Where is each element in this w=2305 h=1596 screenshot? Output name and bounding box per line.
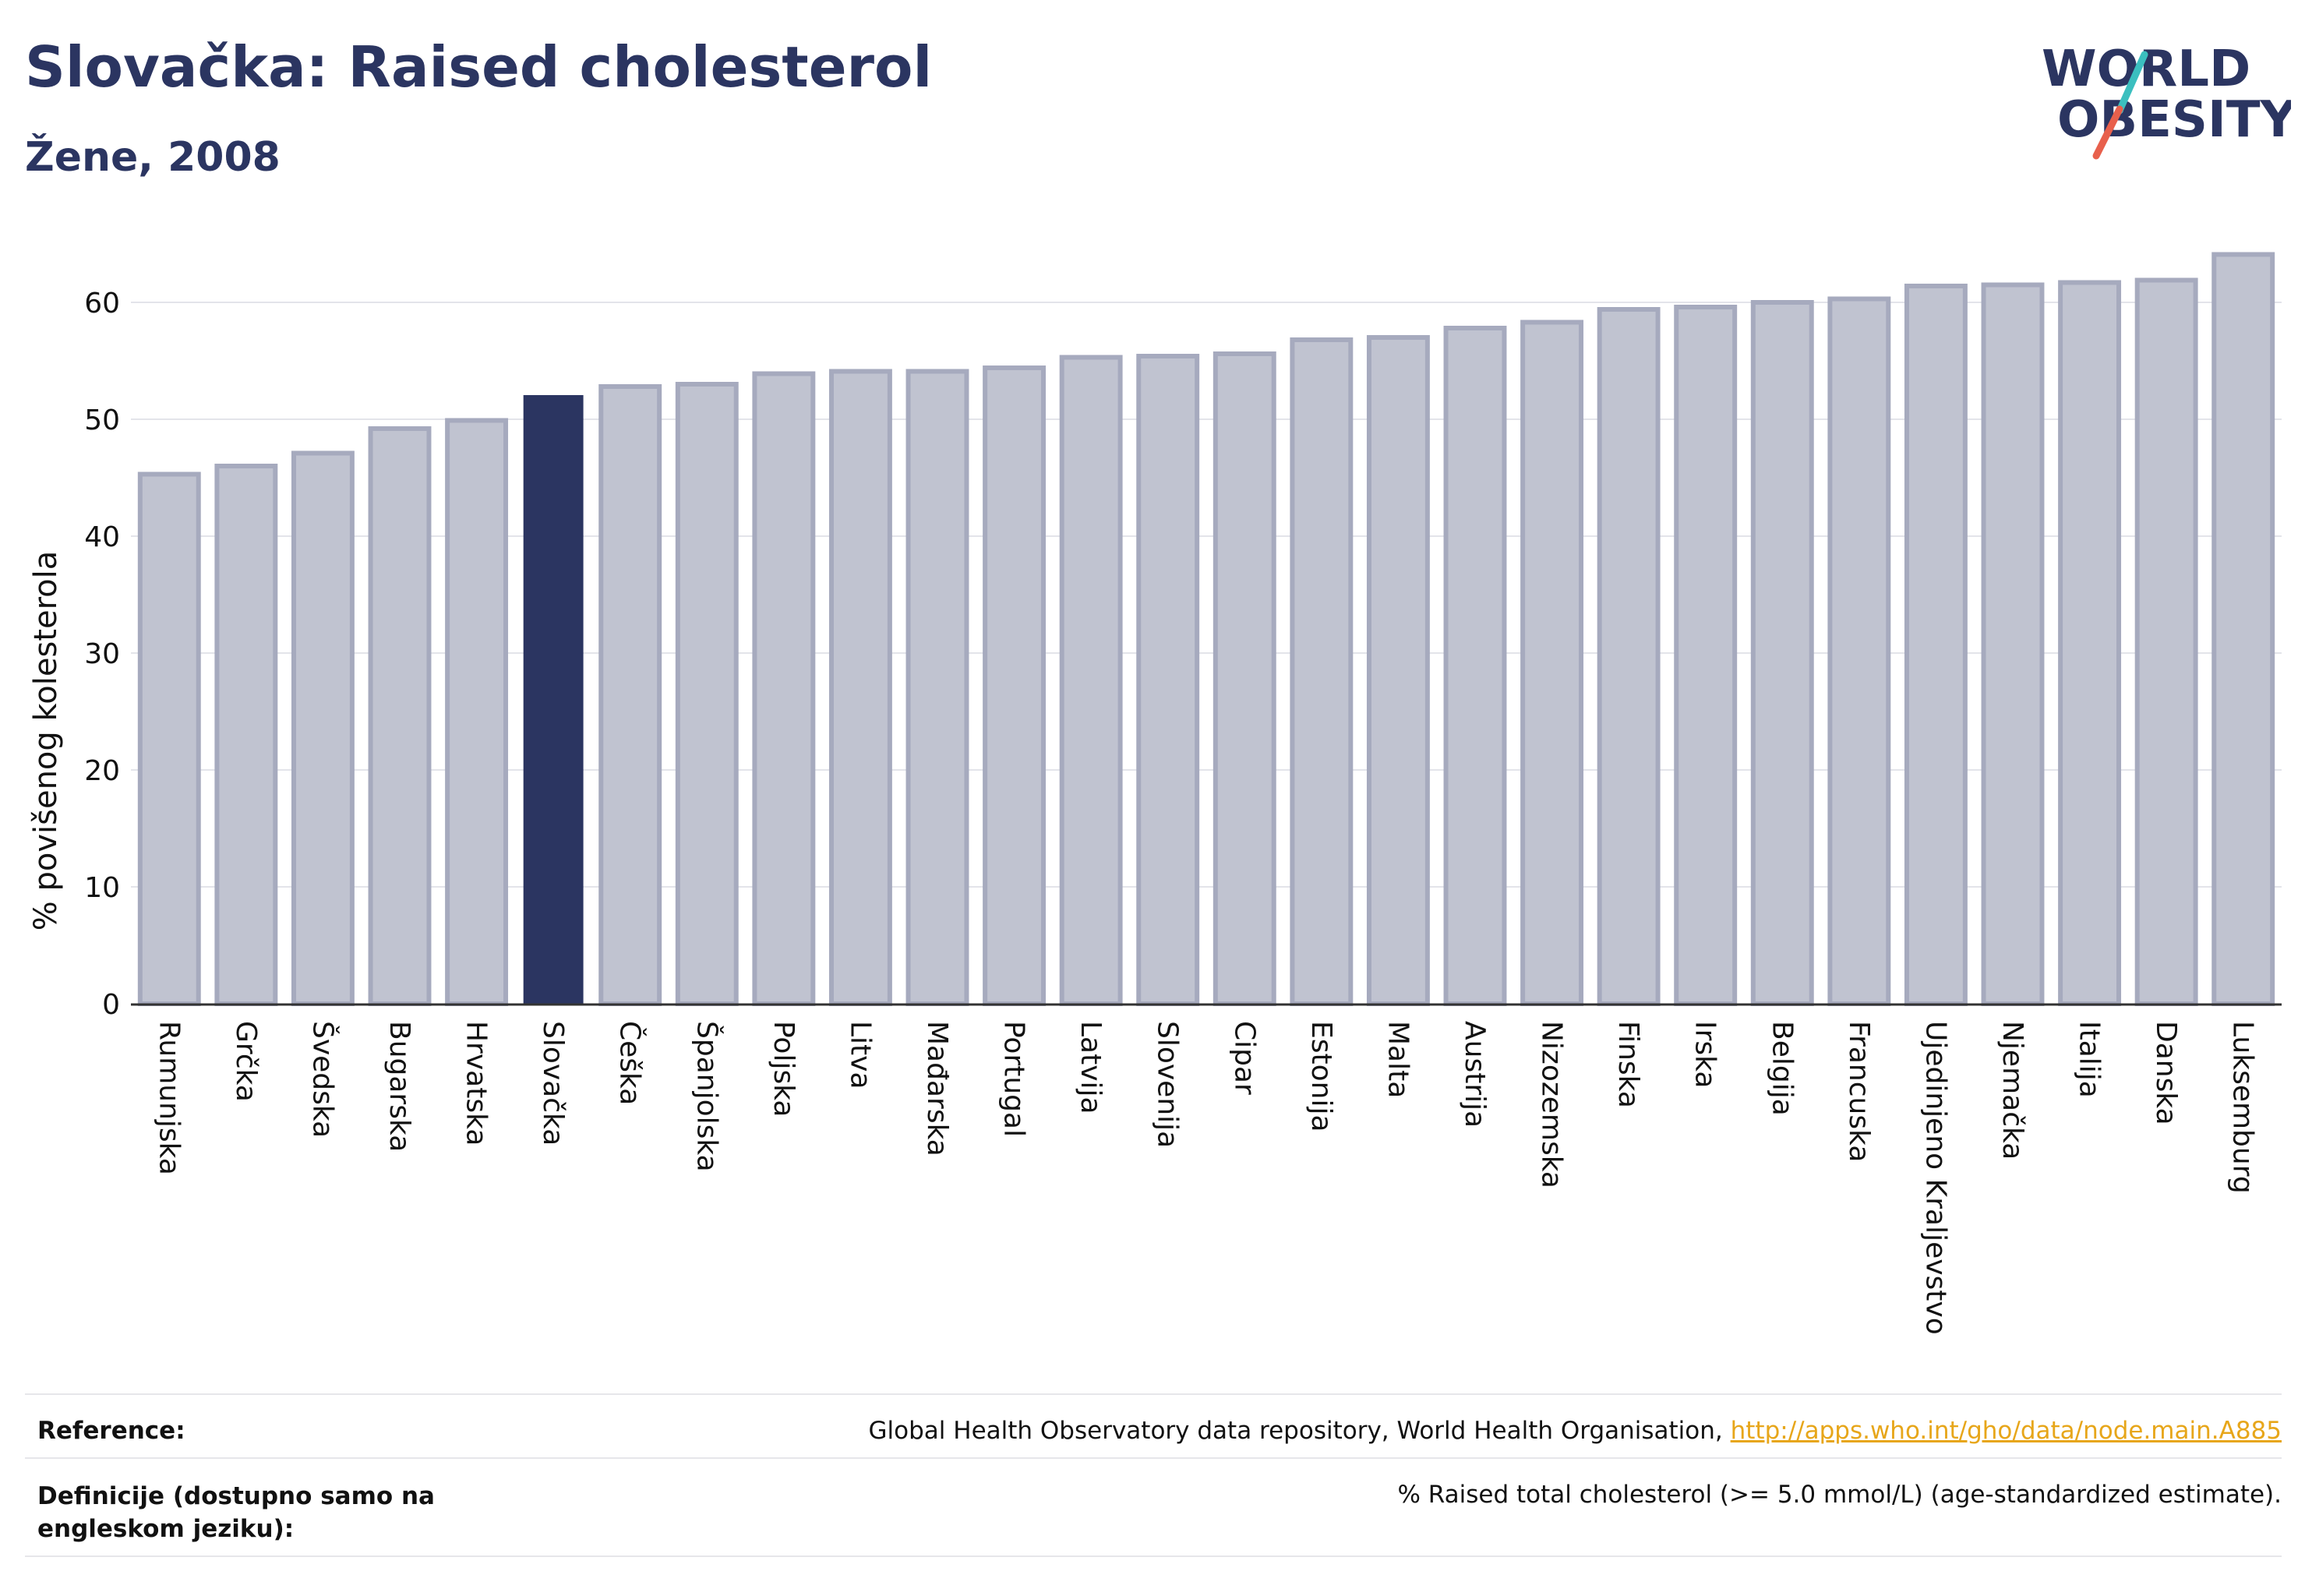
x-tick-label: Belgija — [1766, 1021, 1798, 1116]
bars — [137, 252, 2275, 1006]
bar-litva — [828, 369, 892, 1006]
bar-chart: 0 10 20 30 40 50 60 Rumunjska Grčka Švedska Bugar… — [28, 252, 2282, 1335]
y-tick-label: 60 — [84, 288, 120, 320]
bar-belgija — [1750, 300, 1814, 1006]
chart-subtitle: Žene, 2008 — [25, 134, 281, 181]
x-tick-label: Portugal — [998, 1021, 1030, 1137]
bar-slovačka — [523, 395, 584, 1005]
logo-text-obesity: OBESITY — [2057, 91, 2291, 149]
y-tick-label: 20 — [84, 755, 120, 787]
bar-mađarska — [905, 369, 969, 1006]
x-tick-label: Hrvatska — [461, 1021, 492, 1146]
y-tick-label: 10 — [84, 872, 120, 904]
bar-poljska — [752, 371, 816, 1006]
x-tick-label: Francuska — [1843, 1021, 1875, 1162]
bar-ujedinjeno-kraljevstvo — [1904, 284, 1968, 1006]
bar-latvija — [1059, 355, 1123, 1006]
reference-link[interactable]: http://apps.who.int/gho/data/node.main.A… — [1730, 1417, 2282, 1445]
x-tick-label: Latvija — [1075, 1021, 1107, 1114]
x-axis-labels: Rumunjska Grčka Švedska Bugarska Hrvatska Slo… — [153, 1021, 2258, 1335]
y-tick-label: 0 — [102, 989, 120, 1021]
bar-grčka — [214, 464, 278, 1006]
world-obesity-logo: WORLD OBESITY — [2042, 41, 2291, 160]
chart-title: Slovačka: Raised cholesterol — [25, 34, 933, 100]
x-tick-label: Cipar — [1228, 1021, 1260, 1095]
definition-label: Definicije (dostupno samo na engleskom j… — [37, 1482, 435, 1543]
x-tick-label: Slovenija — [1152, 1021, 1184, 1148]
footer-divider-bottom — [25, 1555, 2282, 1557]
x-tick-label: Slovačka — [537, 1021, 569, 1146]
reference-label: Reference: — [37, 1417, 185, 1445]
x-tick-label: Luksemburg — [2227, 1021, 2259, 1194]
x-tick-label: Finska — [1612, 1021, 1644, 1108]
y-axis-label: % povišenog kolesterola — [28, 551, 64, 930]
x-tick-label: Grčka — [230, 1021, 262, 1102]
bar-austrija — [1443, 326, 1507, 1006]
x-tick-label: Bugarska — [383, 1021, 415, 1152]
bar-španjolska — [675, 382, 739, 1006]
x-tick-label: Njemačka — [1996, 1021, 2028, 1160]
logo-slash-teal — [2116, 51, 2148, 115]
bar-irska — [1674, 305, 1738, 1006]
bar-cipar — [1213, 351, 1276, 1006]
bar-nizozemska — [1520, 320, 1584, 1006]
logo-text-world: WORLD — [2042, 41, 2250, 98]
x-tick-label: Irska — [1689, 1021, 1721, 1088]
x-tick-label: Rumunjska — [153, 1021, 185, 1175]
bar-finska — [1597, 307, 1661, 1006]
y-tick-label: 40 — [84, 521, 120, 553]
bar-slovenija — [1136, 354, 1200, 1006]
bar-estonija — [1290, 337, 1354, 1006]
bar-portugal — [983, 365, 1047, 1006]
x-tick-label: Danska — [2150, 1021, 2182, 1125]
bar-švedska — [291, 450, 355, 1006]
x-tick-label: Estonija — [1305, 1021, 1337, 1132]
reference-text: Global Health Observatory data repositor… — [869, 1417, 2282, 1445]
logo-slash-coral — [2092, 105, 2123, 160]
y-tick-label: 30 — [84, 638, 120, 670]
x-tick-label: Mađarska — [921, 1021, 953, 1156]
x-tick-label: Malta — [1382, 1021, 1414, 1098]
bar-njemačka — [1981, 282, 2045, 1006]
y-axis-ticks: 0 10 20 30 40 50 60 — [84, 288, 120, 1021]
bar-češka — [598, 384, 662, 1006]
x-tick-label: Austrija — [1459, 1021, 1491, 1128]
x-tick-label: Litva — [844, 1021, 876, 1089]
x-tick-label: Španjolska — [690, 1021, 723, 1172]
bar-danska — [2134, 277, 2198, 1006]
bar-hrvatska — [445, 418, 509, 1006]
reference-source: Global Health Observatory data repositor… — [868, 1417, 1723, 1445]
x-tick-label: Poljska — [768, 1021, 800, 1118]
x-tick-label: Nizozemska — [1536, 1021, 1568, 1188]
bar-francuska — [1827, 296, 1891, 1006]
bar-rumunjska — [137, 471, 201, 1006]
x-tick-label: Češka — [614, 1021, 647, 1105]
bar-bugarska — [368, 426, 432, 1006]
bar-luksemburg — [2211, 252, 2275, 1006]
bar-italija — [2058, 280, 2122, 1006]
definition-text: % Raised total cholesterol (>= 5.0 mmol/… — [1397, 1481, 2282, 1509]
bar-malta — [1366, 335, 1430, 1006]
footer-divider-top — [25, 1393, 2282, 1395]
x-tick-label: Švedska — [306, 1021, 339, 1138]
footer-divider-middle — [25, 1457, 2282, 1459]
x-tick-label: Italija — [2074, 1021, 2106, 1098]
x-tick-label: Ujedinjeno Kraljevstvo — [1919, 1021, 1951, 1335]
y-tick-label: 50 — [84, 404, 120, 436]
